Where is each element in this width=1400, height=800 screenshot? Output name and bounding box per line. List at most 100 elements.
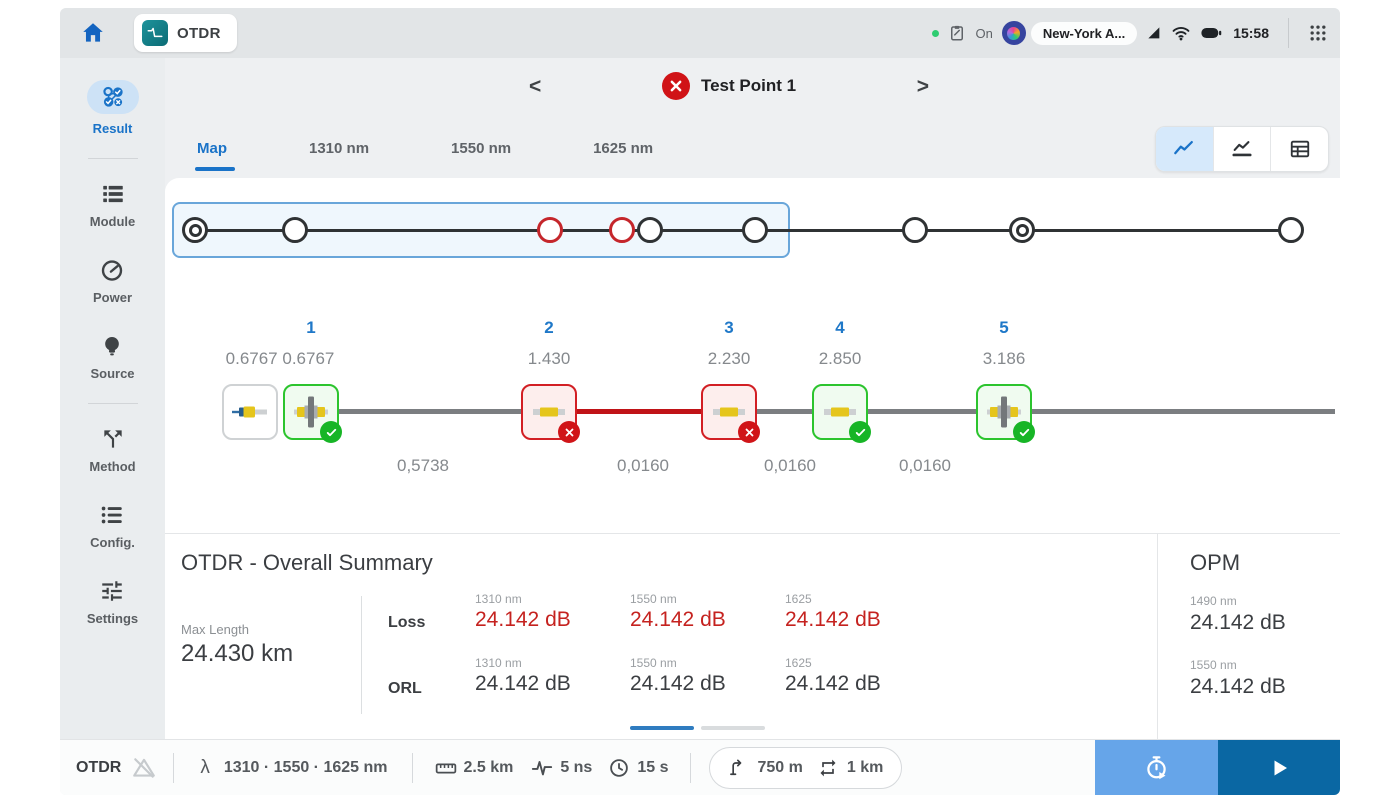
launch-fiber-icon — [728, 758, 748, 778]
map-node-single[interactable] — [1278, 217, 1304, 243]
tab-map[interactable]: Map — [195, 140, 235, 171]
wavelength-label: 1490 nm — [1190, 594, 1237, 608]
event-distance: 1.430 — [527, 349, 571, 368]
trace-view-button[interactable] — [1156, 127, 1214, 171]
wavelengths-value[interactable]: 1310 · 1550 · 1625 nm — [223, 758, 388, 776]
power-meter-icon — [99, 257, 125, 283]
tab-1625nm[interactable]: 1625 nm — [593, 140, 654, 157]
sidebar-item-settings[interactable]: Settings — [87, 578, 138, 626]
method-icon — [100, 426, 126, 452]
sidebar-label: Power — [92, 290, 132, 305]
event-distance: 2.230 — [707, 349, 751, 368]
divider — [173, 752, 175, 783]
start-test-button[interactable] — [1218, 740, 1340, 795]
reference-chart-icon — [1231, 138, 1253, 160]
event-number: 1 — [306, 318, 316, 337]
prev-testpoint-button[interactable]: < — [529, 74, 542, 98]
sidebar-item-source[interactable]: Source — [90, 333, 135, 381]
app-tab-label: OTDR — [177, 24, 221, 42]
map-node-red[interactable] — [537, 217, 563, 243]
line-chart-icon — [1173, 138, 1195, 160]
apps-grid-button[interactable] — [1308, 23, 1328, 43]
tab-1310nm[interactable]: 1310 nm — [309, 140, 370, 157]
bottom-control-bar: OTDR λ 1310 · 1550 · 1625 nm 2.5 km 5 ns… — [60, 739, 1340, 795]
sidebar-item-power[interactable]: Power — [93, 257, 132, 305]
opm-value: 24.142 dB — [1190, 611, 1286, 634]
event-number: 4 — [835, 318, 845, 337]
laser-off-icon — [131, 755, 157, 781]
map-node-double[interactable] — [182, 217, 208, 243]
map-node-single[interactable] — [902, 217, 928, 243]
home-button[interactable] — [78, 18, 108, 48]
pass-badge-icon — [849, 421, 871, 443]
event-2-box[interactable] — [521, 384, 580, 443]
opm-value: 24.142 dB — [1190, 675, 1286, 698]
map-node-double[interactable] — [1009, 217, 1035, 243]
launch-receive-fiber-button[interactable]: 750 m 1 km — [709, 746, 903, 789]
sidebar-item-method[interactable]: Method — [89, 426, 136, 474]
left-nav-sidebar: Result Module Power Source Method Config… — [60, 58, 165, 740]
view-mode-toggle — [1155, 126, 1329, 172]
divider — [87, 403, 138, 404]
status-cluster: On New-York A... 15:58 — [932, 18, 1340, 48]
loss-value: 24.142 dB — [475, 608, 571, 631]
wavelength-label: 1550 nm — [1190, 658, 1237, 672]
event-5-box[interactable] — [976, 384, 1035, 443]
wavelength-label: 1550 nm — [630, 656, 677, 670]
config-icon — [99, 502, 125, 528]
segment-loss-label: 0,0160 — [617, 456, 669, 475]
next-testpoint-button[interactable]: > — [916, 74, 929, 98]
app-tab-otdr[interactable]: OTDR — [134, 14, 237, 52]
fail-status-icon — [661, 72, 690, 100]
device-screen: OTDR On New-York A... 15:58 Result Modul… — [60, 8, 1340, 795]
content-header: < Test Point 1 > Map 1310 nm 1550 nm 162… — [165, 58, 1340, 178]
duration-clock-icon — [608, 757, 630, 779]
timed-acquisition-button[interactable] — [1095, 740, 1218, 795]
table-view-button[interactable] — [1271, 127, 1328, 171]
sidebar-label: Result — [92, 121, 133, 136]
sidebar-item-module[interactable]: Module — [90, 181, 135, 229]
wifi-icon — [1171, 23, 1191, 43]
sidebar-item-result[interactable]: Result — [86, 80, 139, 136]
page-indicator-active[interactable] — [630, 726, 694, 730]
page-indicator-idle[interactable] — [701, 726, 765, 730]
map-node-red[interactable] — [609, 217, 635, 243]
loss-value: 24.142 dB — [630, 608, 726, 631]
tab-1550nm[interactable]: 1550 nm — [451, 140, 512, 157]
orl-row-label: ORL — [388, 680, 422, 697]
wavelength-label: 1310 nm — [475, 656, 522, 670]
event-1-box[interactable] — [283, 384, 342, 443]
result-icon — [86, 80, 139, 114]
clock-time: 15:58 — [1233, 25, 1269, 41]
orl-value: 24.142 dB — [475, 672, 571, 695]
sidebar-item-config[interactable]: Config. — [90, 502, 135, 550]
sidebar-label: Config. — [90, 535, 135, 550]
launch-connector-icon — [230, 392, 270, 432]
account-logo[interactable] — [1001, 21, 1026, 45]
lambda-icon: λ — [200, 756, 210, 778]
event-4-box[interactable] — [812, 384, 871, 443]
wavelength-label: 1550 nm — [630, 592, 677, 606]
top-status-bar: OTDR On New-York A... 15:58 — [60, 8, 1340, 58]
sidebar-label: Settings — [86, 611, 139, 626]
stopwatch-icon — [1143, 754, 1170, 781]
reference-view-button[interactable] — [1214, 127, 1272, 171]
device-name-badge[interactable]: New-York A... — [1030, 21, 1138, 45]
range-value[interactable]: 2.5 km — [463, 758, 514, 776]
job-clipboard-icon — [948, 24, 966, 42]
pulse-value[interactable]: 5 ns — [560, 758, 593, 776]
map-node-single[interactable] — [742, 217, 768, 243]
pass-badge-icon — [320, 421, 342, 443]
testpoint-title: Test Point 1 — [700, 76, 797, 95]
divider — [87, 158, 138, 159]
battery-icon — [1200, 22, 1222, 44]
event-launch-connector[interactable] — [222, 384, 278, 440]
map-node-single[interactable] — [282, 217, 308, 243]
duration-value[interactable]: 15 s — [637, 758, 669, 776]
event-number: 2 — [544, 318, 554, 337]
event-3-box[interactable] — [701, 384, 760, 443]
ruler-icon — [435, 757, 457, 779]
settings-icon — [99, 578, 125, 604]
divider — [1288, 18, 1289, 48]
map-node-single[interactable] — [637, 217, 663, 243]
